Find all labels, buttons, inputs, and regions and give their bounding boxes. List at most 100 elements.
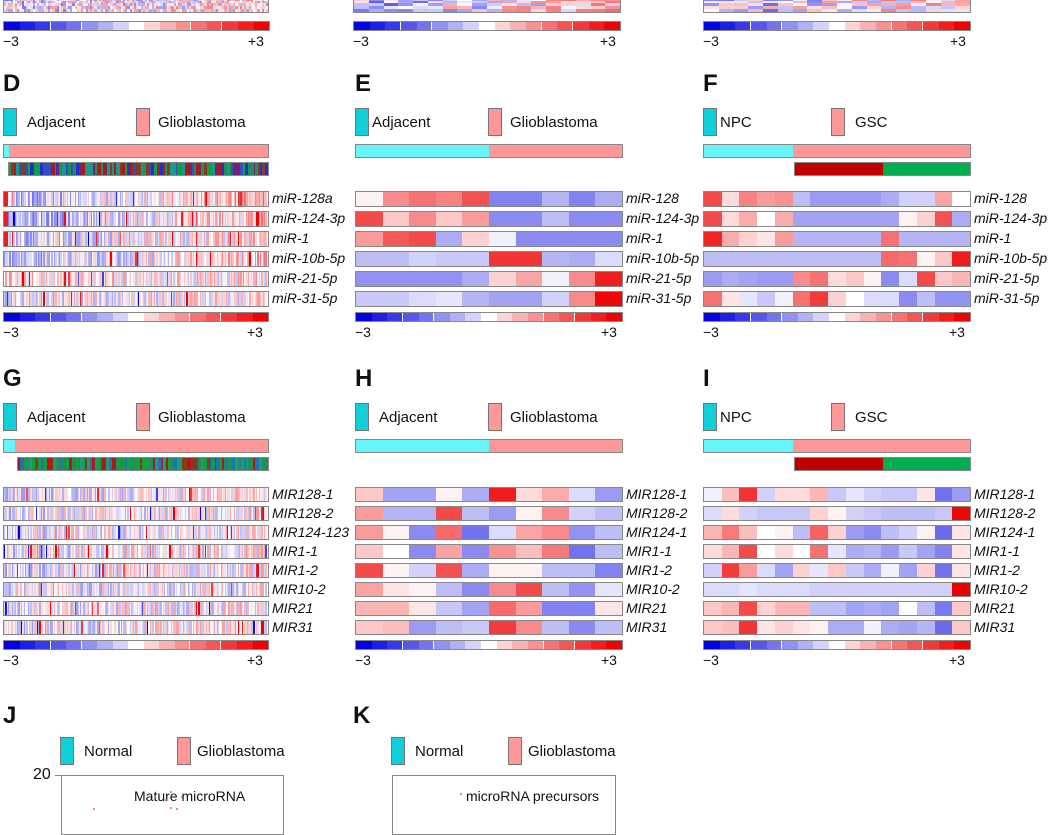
heatmap-cell: [140, 6, 143, 10]
heatmap-cell: [48, 232, 50, 246]
heatmap-cell: [116, 212, 119, 226]
heatmap-cell: [60, 545, 62, 558]
heatmap-cell: [162, 545, 165, 558]
heatmap-cell: [238, 192, 241, 206]
heatmap-cell: [74, 232, 77, 246]
heatmap-cell: [138, 6, 141, 10]
subtype-annotation-bar: [8, 162, 269, 176]
heatmap-cell: [100, 0, 104, 4]
heatmap-row: [355, 191, 623, 207]
heatmap-cell: [233, 3, 236, 7]
heatmap-cell: [845, 488, 864, 501]
heatmap-cell: [31, 252, 33, 266]
heatmap-cell: [252, 545, 254, 558]
heatmap-cell: [52, 292, 54, 306]
heatmap-cell: [106, 192, 108, 206]
heatmap-cell: [87, 0, 90, 1]
heatmap-cell: [81, 488, 83, 501]
heatmap-cell: [200, 583, 203, 596]
heatmap-cell: [30, 6, 33, 10]
heatmap-cell: [88, 252, 90, 266]
heatmap-cell: [128, 232, 130, 246]
subtype-cell: [60, 458, 63, 470]
heatmap-cell: [246, 212, 249, 226]
heatmap-cell: [162, 292, 165, 306]
data-point: [93, 808, 95, 810]
heatmap-cell: [15, 6, 18, 10]
heatmap-cell: [151, 507, 153, 520]
heatmap-cell: [219, 583, 221, 596]
row-label: MIR10-2: [272, 581, 326, 597]
heatmap-cell: [721, 272, 740, 286]
heatmap-cell: [774, 192, 793, 206]
heatmap-cell: [237, 488, 239, 501]
heatmap-cell: [22, 507, 24, 520]
colorbar-step: [174, 313, 192, 321]
heatmap-cell: [219, 0, 223, 4]
heatmap-cell: [131, 232, 133, 246]
heatmap-cell: [189, 252, 191, 266]
heatmap-cell: [187, 192, 190, 206]
heatmap-cell: [126, 232, 128, 246]
heatmap-cell: [95, 564, 98, 577]
heatmap-cell: [98, 212, 100, 226]
colorbar-step: [559, 313, 576, 321]
heatmap-cell: [226, 0, 229, 1]
heatmap-cell: [88, 602, 90, 615]
heatmap-cell: [172, 564, 174, 577]
heatmap-cell: [114, 3, 117, 7]
heatmap-cell: [69, 602, 71, 615]
heatmap-cell: [97, 526, 99, 539]
heatmap-cell: [215, 621, 217, 634]
heatmap-cell: [199, 212, 201, 226]
heatmap-cell: [739, 292, 758, 306]
heatmap-cell: [110, 488, 112, 501]
heatmap-cell: [89, 0, 93, 4]
subtype-cell: [243, 458, 247, 470]
heatmap-cell: [26, 564, 28, 577]
subtype-cell: [23, 458, 27, 470]
heatmap-cell: [186, 526, 188, 539]
heatmap-cell: [590, 0, 606, 1]
colorbar-step: [66, 313, 83, 321]
legend-swatch-glioblastoma: [488, 108, 502, 136]
heatmap-cell: [95, 292, 98, 306]
heatmap-cell: [72, 232, 74, 246]
heatmap-cell: [413, 6, 428, 10]
heatmap-cell: [97, 192, 99, 206]
heatmap-cell: [560, 9, 576, 12]
heatmap-cell: [45, 9, 49, 12]
heatmap-cell: [72, 6, 75, 10]
heatmap-cell: [96, 6, 99, 10]
heatmap-cell: [777, 0, 793, 1]
heatmap-cell: [144, 212, 146, 226]
heatmap-cell: [173, 192, 175, 206]
heatmap-cell: [153, 272, 155, 286]
heatmap-cell: [258, 272, 260, 286]
heatmap-cell: [168, 526, 170, 539]
heatmap-cell: [132, 488, 134, 501]
heatmap-cell: [59, 621, 61, 634]
heatmap-cell: [226, 3, 229, 7]
heatmap-cell: [409, 545, 436, 558]
heatmap-cell: [46, 621, 48, 634]
heatmap-cell: [232, 602, 234, 615]
heatmap-cell: [173, 272, 175, 286]
heatmap-cell: [383, 0, 399, 4]
heatmap-cell: [5, 292, 7, 306]
heatmap-cell: [166, 545, 169, 558]
heatmap-cell: [7, 545, 10, 558]
heatmap-cell: [182, 0, 185, 4]
heatmap-cell: [256, 564, 258, 577]
subtype-cell: [82, 458, 85, 470]
heatmap-cell: [63, 488, 65, 501]
heatmap-cell: [17, 232, 19, 246]
heatmap-cell: [137, 583, 140, 596]
heatmap-cell: [248, 0, 251, 1]
heatmap-cell: [190, 507, 192, 520]
heatmap-cell: [515, 545, 543, 558]
heatmap-cell: [76, 0, 79, 1]
heatmap-cell: [103, 6, 106, 10]
heatmap-cell: [170, 507, 172, 520]
heatmap-cell: [4, 0, 7, 4]
